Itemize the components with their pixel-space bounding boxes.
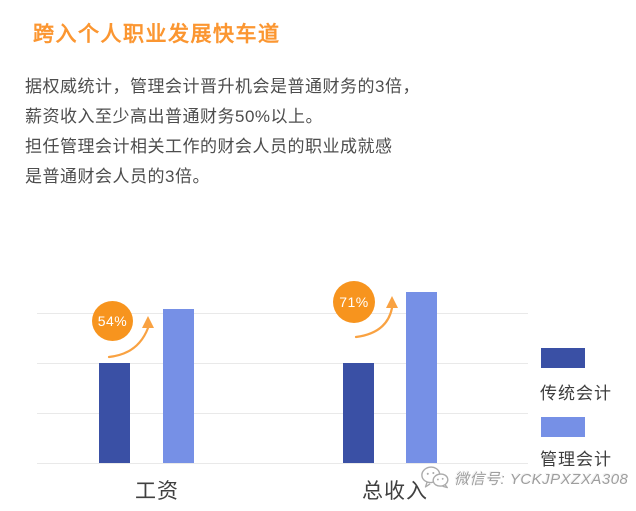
increase-badge-label: 54% xyxy=(97,313,128,329)
legend-swatch-management xyxy=(541,417,585,437)
intro-line: 是普通财会人员的3倍。 xyxy=(25,167,210,186)
axis-label-salary: 工资 xyxy=(135,480,179,503)
bar-traditional-total xyxy=(343,363,374,463)
wechat-id-text: 微信号: YCKJPXZXA308 xyxy=(454,470,629,488)
wechat-icon xyxy=(421,466,449,489)
curved-arrow-icon xyxy=(354,296,398,339)
axis-label-total-income: 总收入 xyxy=(362,480,428,503)
intro-line: 担任管理会计相关工作的财会人员的职业成就感 xyxy=(25,137,393,156)
gridline xyxy=(37,363,528,364)
watermark: 微信号: YCKJPXZXA308 xyxy=(420,463,628,493)
intro-line: 薪资收入至少高出普通财务50%以上。 xyxy=(25,107,324,126)
legend-swatch-traditional xyxy=(541,348,585,368)
increase-badge-label: 71% xyxy=(339,294,369,310)
bar-management-salary xyxy=(163,309,194,463)
bar-traditional-salary xyxy=(99,363,130,463)
intro-line: 据权威统计，管理会计晋升机会是普通财务的3倍， xyxy=(25,77,420,96)
legend-label-traditional: 传统会计 xyxy=(540,384,612,403)
page-title: 跨入个人职业发展快车道 xyxy=(33,21,281,46)
gridline xyxy=(37,313,528,314)
intro-paragraph: 据权威统计，管理会计晋升机会是普通财务的3倍， 薪资收入至少高出普通财务50%以… xyxy=(25,72,525,192)
increase-badge-total: 71% xyxy=(333,281,375,323)
bar-management-total xyxy=(406,292,437,463)
gridline xyxy=(37,463,528,464)
legend-label-management: 管理会计 xyxy=(540,450,612,469)
increase-badge-salary: 54% xyxy=(92,301,133,341)
gridline xyxy=(37,413,528,414)
curved-arrow-icon xyxy=(107,316,154,359)
